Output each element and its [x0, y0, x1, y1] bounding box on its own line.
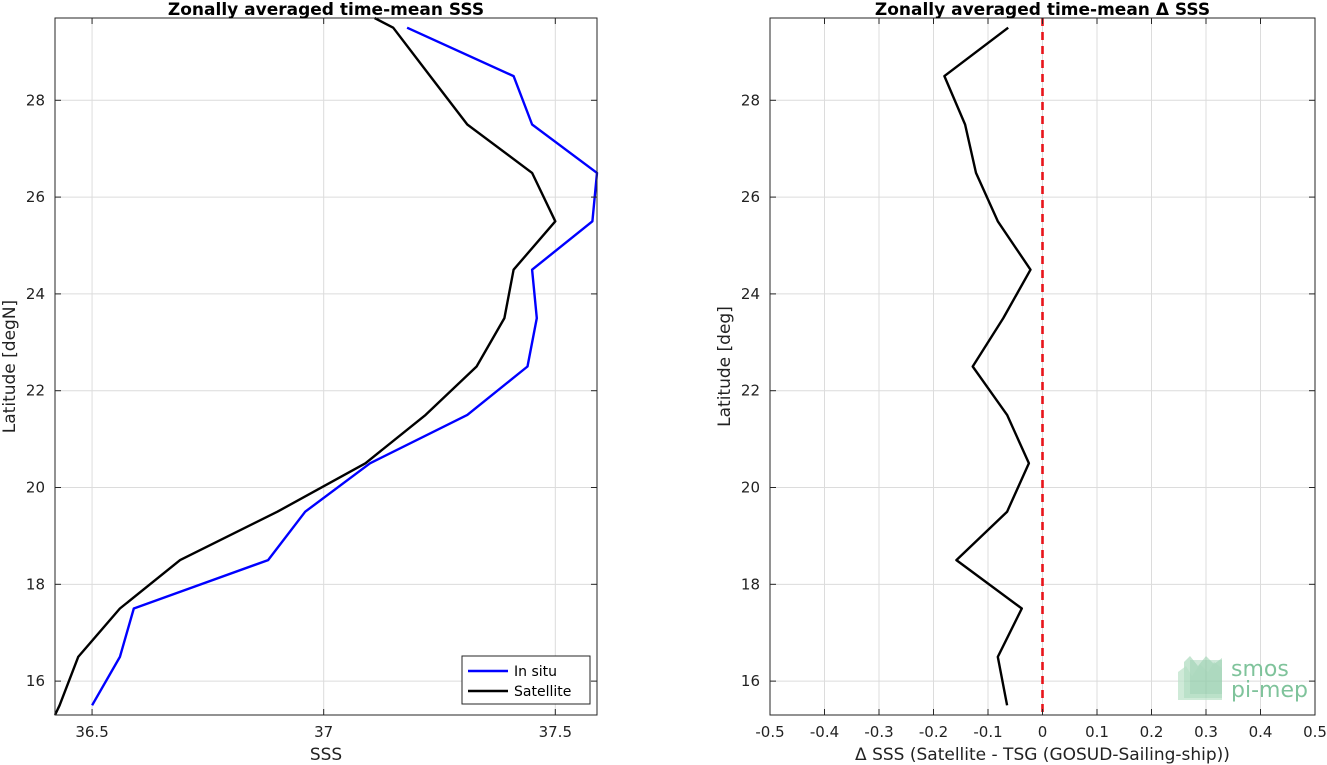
y-tick-label: 24	[741, 285, 760, 303]
x-tick-label: 0.5	[1303, 723, 1327, 741]
y-tick-label: 24	[26, 285, 45, 303]
x-tick-label: -0.5	[755, 723, 784, 741]
y-tick-label: 22	[741, 382, 760, 400]
y-tick-label: 16	[741, 672, 760, 690]
sss-y-axis-label: Latitude [degN]	[0, 300, 20, 433]
y-tick-label: 16	[26, 672, 45, 690]
series-line-delta-sss	[943, 26, 1032, 706]
y-tick-label: 28	[741, 91, 760, 109]
y-tick-label: 26	[741, 188, 760, 206]
x-tick-label: -0.3	[864, 723, 893, 741]
series-line-satellite	[53, 16, 557, 716]
series-line-in-situ	[91, 26, 599, 706]
x-tick-label: 0.2	[1140, 723, 1164, 741]
x-tick-label: -0.1	[973, 723, 1002, 741]
legend-entry-in-situ: In situ	[514, 664, 557, 680]
y-tick-label: 22	[26, 382, 45, 400]
logo-text-pi-mep: pi-mep	[1231, 678, 1308, 703]
logo-text-smos: smos	[1231, 657, 1289, 682]
sss-series-group	[53, 16, 599, 716]
delta-y-axis-label: Latitude [deg]	[715, 306, 735, 427]
x-tick-label: 0.1	[1085, 723, 1109, 741]
sss-gridlines	[55, 18, 597, 715]
delta-ticks: -0.5 -0.4 -0.3 -0.2 -0.1 0 0.1 0.2 0.3 0.4 0.5 16 18…	[741, 18, 1327, 741]
delta-series-group	[943, 26, 1032, 706]
sss-axes-box	[54, 17, 598, 716]
x-tick-label: -0.4	[810, 723, 839, 741]
x-tick-label: 0	[1038, 723, 1048, 741]
sss-plot-area	[55, 18, 597, 715]
smos-pi-mep-logo: smos pi-mep	[1178, 656, 1308, 703]
y-tick-label: 26	[26, 188, 45, 206]
delta-sss-panel: -0.5 -0.4 -0.3 -0.2 -0.1 0 0.1 0.2 0.3 0.4 0.5 16 18…	[715, 0, 1327, 765]
delta-x-axis-label: Δ SSS (Satellite - TSG (GOSUD-Sailing-sh…	[855, 745, 1230, 765]
sss-legend: In situ Satellite	[461, 655, 591, 705]
legend-entry-satellite: Satellite	[514, 684, 571, 700]
sss-panel: 36.5 37 37.5 16 18 20 22 24 26 28 Zonally average…	[0, 0, 599, 765]
x-tick-label: 36.5	[75, 723, 108, 741]
x-tick-label: 37	[314, 723, 333, 741]
y-tick-label: 20	[26, 479, 45, 497]
y-tick-label: 18	[741, 575, 760, 593]
x-tick-label: 0.4	[1249, 723, 1273, 741]
y-tick-label: 18	[26, 575, 45, 593]
sss-ticks: 36.5 37 37.5 16 18 20 22 24 26 28	[26, 18, 597, 741]
logo-wave-icon	[1178, 656, 1222, 700]
y-tick-label: 20	[741, 479, 760, 497]
x-tick-label: 0.3	[1194, 723, 1218, 741]
sss-title: Zonally averaged time-mean SSS	[168, 0, 484, 20]
y-tick-label: 28	[26, 91, 45, 109]
legend-box	[461, 655, 591, 705]
x-tick-label: -0.2	[919, 723, 948, 741]
x-tick-label: 37.5	[539, 723, 572, 741]
sss-x-axis-label: SSS	[310, 745, 342, 765]
delta-title: Zonally averaged time-mean Δ SSS	[875, 0, 1210, 20]
